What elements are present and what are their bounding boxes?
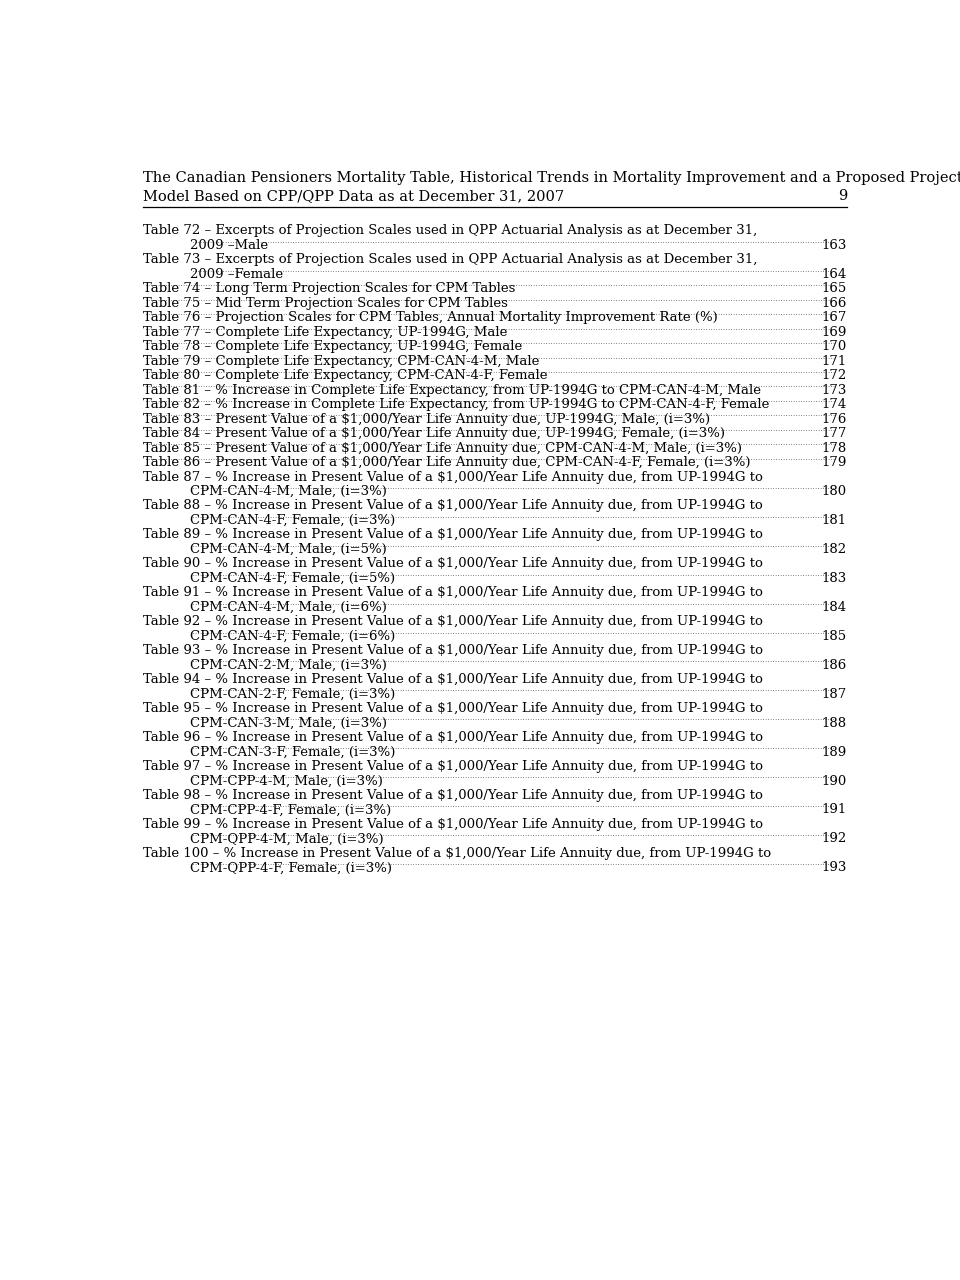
- Text: 184: 184: [822, 600, 847, 614]
- Text: Model Based on CPP/QPP Data as at December 31, 2007: Model Based on CPP/QPP Data as at Decemb…: [143, 189, 564, 204]
- Text: 187: 187: [822, 687, 847, 700]
- Text: 166: 166: [822, 297, 847, 310]
- Text: Table 81 – % Increase in Complete Life Expectancy, from UP-1994G to CPM-CAN-4-M,: Table 81 – % Increase in Complete Life E…: [143, 384, 761, 397]
- Text: 173: 173: [822, 384, 847, 397]
- Text: 169: 169: [822, 326, 847, 339]
- Text: Table 89 – % Increase in Present Value of a $1,000/Year Life Annuity due, from U: Table 89 – % Increase in Present Value o…: [143, 529, 763, 541]
- Text: CPM-CAN-4-M, Male, (i=6%): CPM-CAN-4-M, Male, (i=6%): [190, 600, 387, 614]
- Text: Table 94 – % Increase in Present Value of a $1,000/Year Life Annuity due, from U: Table 94 – % Increase in Present Value o…: [143, 673, 763, 686]
- Text: CPM-CAN-4-F, Female, (i=3%): CPM-CAN-4-F, Female, (i=3%): [190, 515, 395, 527]
- Text: CPM-CAN-4-M, Male, (i=5%): CPM-CAN-4-M, Male, (i=5%): [190, 543, 387, 556]
- Text: Table 74 – Long Term Projection Scales for CPM Tables: Table 74 – Long Term Projection Scales f…: [143, 283, 516, 296]
- Text: Table 92 – % Increase in Present Value of a $1,000/Year Life Annuity due, from U: Table 92 – % Increase in Present Value o…: [143, 616, 763, 628]
- Text: CPM-QPP-4-F, Female, (i=3%): CPM-QPP-4-F, Female, (i=3%): [190, 861, 392, 874]
- Text: 178: 178: [822, 442, 847, 454]
- Text: CPM-CAN-2-F, Female, (i=3%): CPM-CAN-2-F, Female, (i=3%): [190, 687, 395, 700]
- Text: 191: 191: [822, 804, 847, 817]
- Text: 171: 171: [822, 355, 847, 367]
- Text: CPM-CPP-4-F, Female, (i=3%): CPM-CPP-4-F, Female, (i=3%): [190, 804, 391, 817]
- Text: Table 83 – Present Value of a $1,000/Year Life Annuity due, UP-1994G, Male, (i=3: Table 83 – Present Value of a $1,000/Yea…: [143, 412, 710, 426]
- Text: 179: 179: [822, 456, 847, 468]
- Text: Table 84 – Present Value of a $1,000/Year Life Annuity due, UP-1994G, Female, (i: Table 84 – Present Value of a $1,000/Yea…: [143, 428, 725, 440]
- Text: 182: 182: [822, 543, 847, 556]
- Text: Table 95 – % Increase in Present Value of a $1,000/Year Life Annuity due, from U: Table 95 – % Increase in Present Value o…: [143, 703, 763, 716]
- Text: 181: 181: [822, 515, 847, 527]
- Text: Table 98 – % Increase in Present Value of a $1,000/Year Life Annuity due, from U: Table 98 – % Increase in Present Value o…: [143, 788, 763, 803]
- Text: Table 86 – Present Value of a $1,000/Year Life Annuity due, CPM-CAN-4-F, Female,: Table 86 – Present Value of a $1,000/Yea…: [143, 456, 751, 468]
- Text: 192: 192: [822, 832, 847, 845]
- Text: 180: 180: [822, 485, 847, 498]
- Text: Table 80 – Complete Life Expectancy, CPM-CAN-4-F, Female: Table 80 – Complete Life Expectancy, CPM…: [143, 369, 548, 383]
- Text: Table 72 – Excerpts of Projection Scales used in QPP Actuarial Analysis as at De: Table 72 – Excerpts of Projection Scales…: [143, 224, 757, 237]
- Text: 172: 172: [822, 369, 847, 383]
- Text: CPM-CAN-4-M, Male, (i=3%): CPM-CAN-4-M, Male, (i=3%): [190, 485, 387, 498]
- Text: 9: 9: [838, 189, 847, 204]
- Text: 176: 176: [822, 412, 847, 426]
- Text: Table 85 – Present Value of a $1,000/Year Life Annuity due, CPM-CAN-4-M, Male, (: Table 85 – Present Value of a $1,000/Yea…: [143, 442, 742, 454]
- Text: 193: 193: [822, 861, 847, 874]
- Text: Table 88 – % Increase in Present Value of a $1,000/Year Life Annuity due, from U: Table 88 – % Increase in Present Value o…: [143, 499, 763, 512]
- Text: Table 82 – % Increase in Complete Life Expectancy, from UP-1994G to CPM-CAN-4-F,: Table 82 – % Increase in Complete Life E…: [143, 398, 770, 411]
- Text: The Canadian Pensioners Mortality Table, Historical Trends in Mortality Improvem: The Canadian Pensioners Mortality Table,…: [143, 170, 960, 184]
- Text: 167: 167: [822, 311, 847, 324]
- Text: CPM-QPP-4-M, Male, (i=3%): CPM-QPP-4-M, Male, (i=3%): [190, 832, 383, 845]
- Text: Table 76 – Projection Scales for CPM Tables, Annual Mortality Improvement Rate (: Table 76 – Projection Scales for CPM Tab…: [143, 311, 718, 324]
- Text: Table 100 – % Increase in Present Value of a $1,000/Year Life Annuity due, from : Table 100 – % Increase in Present Value …: [143, 847, 772, 860]
- Text: 188: 188: [822, 717, 847, 730]
- Text: 164: 164: [822, 268, 847, 280]
- Text: Table 87 – % Increase in Present Value of a $1,000/Year Life Annuity due, from U: Table 87 – % Increase in Present Value o…: [143, 471, 763, 484]
- Text: Table 78 – Complete Life Expectancy, UP-1994G, Female: Table 78 – Complete Life Expectancy, UP-…: [143, 340, 522, 353]
- Text: Table 77 – Complete Life Expectancy, UP-1994G, Male: Table 77 – Complete Life Expectancy, UP-…: [143, 326, 508, 339]
- Text: Table 75 – Mid Term Projection Scales for CPM Tables: Table 75 – Mid Term Projection Scales fo…: [143, 297, 508, 310]
- Text: Table 79 – Complete Life Expectancy, CPM-CAN-4-M, Male: Table 79 – Complete Life Expectancy, CPM…: [143, 355, 540, 367]
- Text: 177: 177: [822, 428, 847, 440]
- Text: Table 96 – % Increase in Present Value of a $1,000/Year Life Annuity due, from U: Table 96 – % Increase in Present Value o…: [143, 731, 763, 744]
- Text: 189: 189: [822, 745, 847, 759]
- Text: Table 99 – % Increase in Present Value of a $1,000/Year Life Annuity due, from U: Table 99 – % Increase in Present Value o…: [143, 818, 763, 831]
- Text: CPM-CAN-4-F, Female, (i=5%): CPM-CAN-4-F, Female, (i=5%): [190, 572, 395, 585]
- Text: CPM-CAN-2-M, Male, (i=3%): CPM-CAN-2-M, Male, (i=3%): [190, 659, 387, 672]
- Text: 185: 185: [822, 630, 847, 643]
- Text: 170: 170: [822, 340, 847, 353]
- Text: 165: 165: [822, 283, 847, 296]
- Text: 2009 –Male: 2009 –Male: [190, 239, 268, 252]
- Text: 2009 –Female: 2009 –Female: [190, 268, 283, 280]
- Text: 183: 183: [822, 572, 847, 585]
- Text: 190: 190: [822, 774, 847, 787]
- Text: Table 90 – % Increase in Present Value of a $1,000/Year Life Annuity due, from U: Table 90 – % Increase in Present Value o…: [143, 557, 763, 571]
- Text: Table 73 – Excerpts of Projection Scales used in QPP Actuarial Analysis as at De: Table 73 – Excerpts of Projection Scales…: [143, 253, 757, 266]
- Text: CPM-CAN-3-M, Male, (i=3%): CPM-CAN-3-M, Male, (i=3%): [190, 717, 387, 730]
- Text: Table 97 – % Increase in Present Value of a $1,000/Year Life Annuity due, from U: Table 97 – % Increase in Present Value o…: [143, 760, 763, 773]
- Text: 186: 186: [822, 659, 847, 672]
- Text: 163: 163: [822, 239, 847, 252]
- Text: Table 93 – % Increase in Present Value of a $1,000/Year Life Annuity due, from U: Table 93 – % Increase in Present Value o…: [143, 644, 763, 657]
- Text: 174: 174: [822, 398, 847, 411]
- Text: CPM-CPP-4-M, Male, (i=3%): CPM-CPP-4-M, Male, (i=3%): [190, 774, 383, 787]
- Text: Table 91 – % Increase in Present Value of a $1,000/Year Life Annuity due, from U: Table 91 – % Increase in Present Value o…: [143, 586, 763, 599]
- Text: CPM-CAN-3-F, Female, (i=3%): CPM-CAN-3-F, Female, (i=3%): [190, 745, 396, 759]
- Text: CPM-CAN-4-F, Female, (i=6%): CPM-CAN-4-F, Female, (i=6%): [190, 630, 395, 643]
